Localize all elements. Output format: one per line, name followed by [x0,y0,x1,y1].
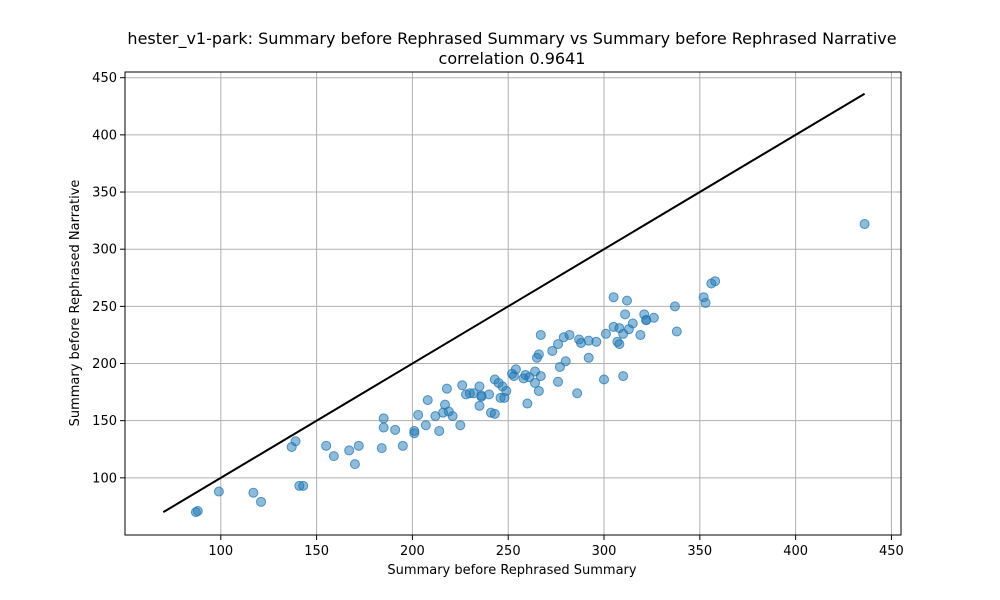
scatter-point [413,409,424,420]
y-tick-label: 250 [92,300,117,315]
y-tick-label: 300 [92,243,117,258]
scatter-point [560,356,571,367]
scatter-point [455,420,466,431]
x-tick-label: 150 [304,544,329,559]
y-tick-label: 150 [92,414,117,429]
scatter-point [591,336,602,347]
scatter-point [298,480,309,491]
x-tick-label: 250 [496,544,521,559]
scatter-point [608,292,619,303]
scatter-point [564,329,575,340]
scatter-point [533,385,544,396]
scatter-point [441,383,452,394]
y-tick-label: 450 [92,71,117,86]
x-tick-label: 350 [687,544,712,559]
axis-ticks: 100 150 200 250 300 350 400 450 100 150 200 250 300 3… [92,71,904,559]
scatter-point [353,440,364,451]
scatter-point [376,443,387,454]
scatter-point [484,389,495,400]
chart-subtitle: correlation 0.9641 [439,49,586,68]
x-tick-label: 200 [400,544,425,559]
scatter-point [378,422,389,433]
scatter-point [627,318,638,329]
scatter-point [533,349,544,360]
y-tick-label: 350 [92,186,117,201]
y-axis-label: Summary before Rephrased Narrative [68,180,83,427]
scatter-point [290,436,301,447]
scatter-point [614,339,625,350]
grid-lines [125,72,901,535]
scatter-point [572,388,583,399]
scatter-point [522,398,533,409]
scatter-point [553,339,564,350]
scatter-point [530,377,541,388]
reference-line [162,92,866,513]
scatter-point [256,496,267,507]
scatter-point [648,312,659,323]
scatter-point [501,385,512,396]
scatter-point [397,440,408,451]
scatter-point [599,374,610,385]
scatter-point [710,276,721,287]
scatter-point [192,505,203,516]
scatter-point [671,326,682,337]
scatter-point [489,408,500,419]
scatter-point [321,440,332,451]
scatter-point [248,487,259,498]
scatter-point [447,411,458,422]
scatter-point [420,420,431,431]
scatter-point [535,329,546,340]
scatter-point [434,425,445,436]
scatter-point [474,381,485,392]
scatter-point [344,445,355,456]
scatter-point [635,329,646,340]
scatter-point [328,451,339,462]
scatter-point [622,295,633,306]
scatter-point [620,309,631,320]
scatter-point [535,371,546,382]
scatter-point [618,371,629,382]
scatter-point [600,328,611,339]
scatter-point [553,376,564,387]
scatter-point [213,486,224,497]
x-axis-label: Summary before Rephrased Summary [387,563,636,578]
y-tick-label: 200 [92,357,117,372]
x-tick-label: 100 [208,544,233,559]
plot-frame [124,71,902,536]
scatter-point [547,345,558,356]
scatter-point [378,413,389,424]
x-tick-label: 300 [592,544,617,559]
y-tick-label: 400 [92,128,117,143]
scatter-point [583,352,594,363]
scatter-point [474,400,485,411]
scatter-point [409,428,420,439]
chart-title: hester_v1-park: Summary before Rephrased… [127,29,896,49]
scatter-point [422,395,433,406]
scatter-point [859,219,870,230]
scatter-point [390,424,401,435]
x-tick-label: 450 [879,544,904,559]
scatter-point [349,459,360,470]
y-tick-label: 100 [92,471,117,486]
scatter-point [669,301,680,312]
x-tick-label: 400 [783,544,808,559]
scatter-point [700,297,711,308]
reference-line-layer [162,92,866,513]
scatter-point [457,380,468,391]
data-points [190,219,870,518]
scatter-point [510,364,521,375]
